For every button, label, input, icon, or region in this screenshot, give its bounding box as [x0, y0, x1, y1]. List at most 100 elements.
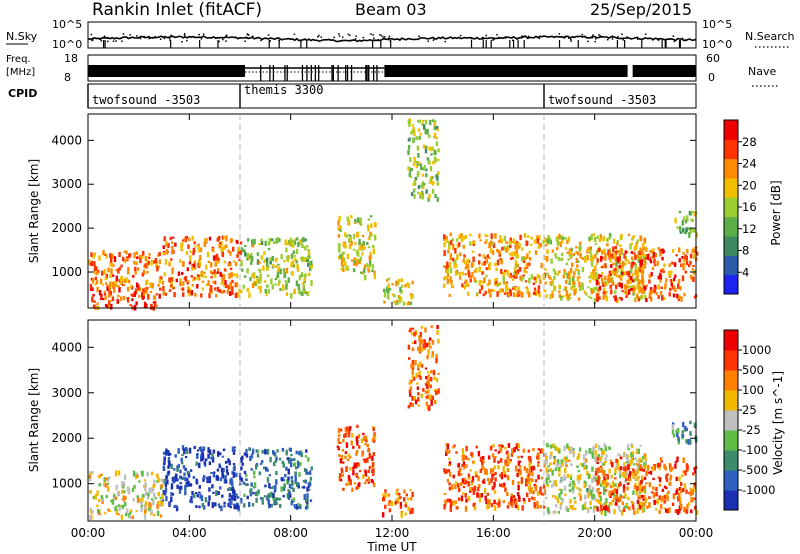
range-cell — [635, 489, 638, 496]
range-cell — [600, 266, 604, 269]
range-cell — [303, 468, 307, 472]
range-cell — [345, 442, 349, 448]
range-cell — [272, 264, 275, 268]
range-cell — [296, 264, 299, 269]
range-cell — [505, 283, 509, 287]
range-cell — [346, 253, 350, 260]
range-cell — [150, 471, 154, 476]
range-cell — [134, 271, 137, 275]
range-cell — [643, 453, 646, 457]
range-cell — [425, 343, 429, 348]
range-cell — [452, 501, 456, 506]
range-cell — [298, 472, 301, 477]
range-cell — [546, 443, 549, 448]
range-cell — [514, 260, 518, 265]
range-cell — [572, 480, 575, 486]
range-cell — [623, 253, 626, 259]
nsearch-point — [183, 33, 186, 35]
range-cell — [140, 506, 143, 510]
range-cell — [594, 455, 597, 462]
range-cell — [522, 448, 525, 453]
nsearch-point — [645, 33, 647, 35]
range-cell — [584, 255, 588, 258]
range-cell — [344, 455, 347, 460]
range-cell — [499, 448, 503, 453]
range-cell — [259, 462, 263, 465]
range-cell — [117, 294, 120, 298]
range-cell — [604, 275, 607, 281]
nsearch-point — [327, 38, 330, 41]
range-cell — [366, 444, 369, 448]
range-cell — [656, 462, 660, 468]
range-cell — [236, 254, 239, 258]
range-cell — [187, 480, 190, 487]
range-cell — [340, 470, 344, 473]
range-cell — [636, 477, 639, 481]
range-cell — [449, 267, 453, 274]
nsearch-point — [418, 35, 420, 38]
range-cell — [372, 437, 375, 442]
range-cell — [491, 453, 495, 458]
range-cell — [92, 252, 96, 258]
range-cell — [629, 470, 632, 476]
range-cell — [367, 237, 371, 241]
nsky-trace — [87, 33, 697, 48]
range-cell — [196, 493, 199, 498]
range-cell — [436, 126, 439, 130]
range-cell — [628, 462, 632, 467]
range-cell — [641, 269, 645, 274]
range-cell — [530, 236, 533, 240]
range-cell — [559, 504, 562, 510]
range-cell — [346, 268, 350, 271]
nsearch-point — [516, 38, 518, 40]
range-cell — [506, 450, 509, 454]
range-cell — [681, 474, 684, 478]
range-cell — [340, 260, 344, 267]
colorbar-tick-label: 100 — [742, 383, 764, 397]
range-cell — [514, 504, 518, 509]
range-cell — [665, 477, 669, 482]
range-cell — [484, 495, 487, 501]
range-cell — [252, 272, 256, 276]
range-cell — [157, 492, 161, 496]
range-cell — [619, 472, 622, 479]
range-cell — [591, 466, 594, 472]
range-cell — [616, 462, 620, 469]
range-cell — [679, 226, 682, 232]
range-cell — [111, 253, 114, 259]
range-cell — [467, 269, 470, 275]
range-cell — [341, 252, 344, 255]
range-cell — [290, 253, 294, 259]
range-cell — [244, 275, 247, 278]
range-cell — [562, 295, 565, 298]
range-cell — [682, 265, 685, 271]
range-cell — [179, 482, 182, 485]
range-cell — [505, 281, 509, 284]
range-cell — [596, 276, 600, 282]
range-cell — [306, 245, 309, 248]
range-cell — [511, 449, 514, 455]
range-cell — [168, 277, 171, 283]
range-cell — [129, 304, 132, 307]
range-cell — [422, 344, 425, 349]
range-cell — [293, 255, 296, 258]
range-cell — [620, 277, 623, 281]
range-cell — [620, 233, 623, 240]
range-cell — [206, 478, 209, 484]
range-cell — [387, 493, 391, 497]
range-cell — [138, 254, 142, 259]
range-cell — [475, 474, 478, 478]
range-cell — [229, 478, 232, 485]
freq-label-line2: [MHz] — [6, 67, 35, 78]
range-cell — [435, 136, 438, 140]
range-cell — [246, 268, 249, 274]
range-cell — [510, 257, 513, 260]
range-cell — [295, 450, 298, 455]
range-cell — [473, 277, 476, 282]
range-cell — [221, 277, 224, 284]
nsearch-point — [304, 38, 306, 40]
range-cell — [409, 175, 412, 179]
range-cell — [155, 304, 158, 307]
range-cell — [230, 500, 233, 505]
